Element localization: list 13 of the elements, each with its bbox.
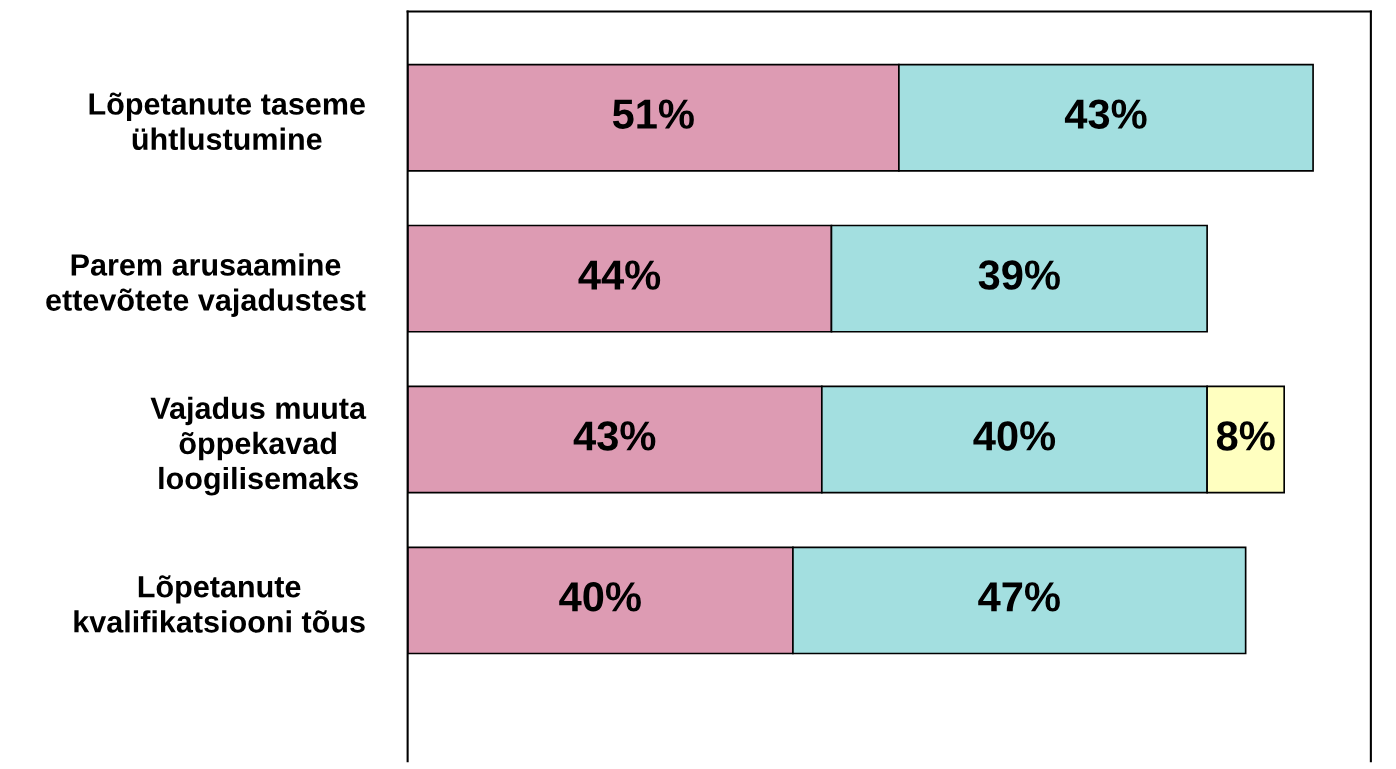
y-tick-label: Lõpetanute taseme ühtlustumine [89,92,365,150]
data-label: 43% [1064,99,1147,129]
data-label: 40% [973,421,1056,451]
data-label: 40% [559,582,641,612]
y-tick-label: Lõpetanute kvalifikatsiooni tõus [74,575,365,633]
y-tick-label: Vajadus muuta õppekavad loogilisemaks [150,396,367,496]
data-label: 39% [978,260,1060,290]
data-label: 44% [578,260,661,290]
data-label: 43% [573,421,656,451]
y-tick-label: Parem arusaamine ettevõtete vajadustest [46,253,366,317]
data-label: 47% [978,582,1060,612]
data-label: 8% [1216,421,1275,451]
data-label: 51% [612,99,694,129]
